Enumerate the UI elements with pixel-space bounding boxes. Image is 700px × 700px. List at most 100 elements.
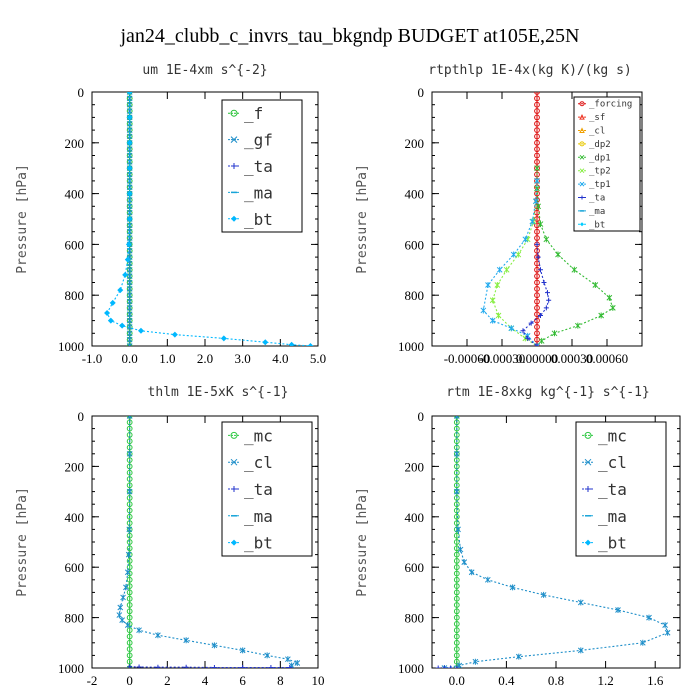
legend-marker xyxy=(580,222,584,227)
legend-label: _ta xyxy=(598,480,627,499)
data-point xyxy=(534,330,540,337)
x-tick-label: 0 xyxy=(126,673,133,688)
series-line-tp1 xyxy=(482,180,538,346)
data-point xyxy=(107,317,114,324)
data-point xyxy=(453,652,460,659)
legend-label: _ma xyxy=(598,507,627,526)
plot-area xyxy=(480,92,616,346)
data-point xyxy=(126,539,133,545)
data-point xyxy=(240,664,246,668)
y-tick-label: 1000 xyxy=(58,661,84,676)
y-tick-label: 600 xyxy=(65,560,85,575)
data-point xyxy=(453,633,460,640)
data-point xyxy=(453,416,460,419)
data-point xyxy=(538,267,543,273)
data-point xyxy=(137,327,144,334)
data-point xyxy=(120,594,126,601)
legend-label: _gf xyxy=(244,131,273,150)
y-tick-label: 200 xyxy=(65,459,85,474)
y-tick-label: 200 xyxy=(405,136,425,151)
series-line-tp2 xyxy=(492,180,538,346)
data-point xyxy=(453,551,460,558)
series-line-ta xyxy=(522,244,550,346)
legend-marker xyxy=(579,154,585,160)
panel-title: thlm 1E-5xK s^{-1} xyxy=(148,385,289,400)
data-point xyxy=(453,583,460,589)
data-point xyxy=(126,292,133,299)
data-point xyxy=(126,545,133,552)
y-tick-label: 200 xyxy=(65,136,85,151)
data-point xyxy=(183,664,189,668)
data-point xyxy=(453,438,460,445)
y-tick-label: 600 xyxy=(405,237,425,252)
data-point xyxy=(126,298,133,305)
y-tick-label: 200 xyxy=(405,459,425,474)
y-tick-label: 400 xyxy=(405,510,425,525)
data-point xyxy=(126,608,133,615)
data-point xyxy=(522,236,529,243)
panel-title: rtm 1E-8xkg kg^{-1} s^{-1} xyxy=(446,385,650,400)
data-point xyxy=(534,95,540,102)
y-tick-label: 1000 xyxy=(398,661,424,676)
legend-label: _ma xyxy=(589,207,605,217)
data-point xyxy=(126,658,133,665)
data-point xyxy=(126,589,133,596)
data-point xyxy=(534,108,540,114)
legend-label: _ta xyxy=(589,194,605,204)
data-point xyxy=(534,285,540,292)
legend-label: _cl xyxy=(589,127,605,137)
legend-marker xyxy=(231,163,237,169)
legend-label: _forcing xyxy=(589,100,632,110)
data-point xyxy=(126,425,133,432)
data-point xyxy=(119,322,126,329)
data-point xyxy=(127,664,133,668)
y-axis-label: Pressure [hPa] xyxy=(355,487,370,597)
legend-marker xyxy=(230,458,238,466)
data-point xyxy=(543,236,550,243)
data-point xyxy=(125,551,132,558)
data-point xyxy=(441,665,447,668)
data-point xyxy=(534,158,540,165)
x-tick-label: 2.0 xyxy=(197,351,213,366)
data-point xyxy=(543,305,549,311)
legend-label: _bt xyxy=(589,220,605,230)
data-point xyxy=(126,139,133,146)
x-tick-label: 0.00000 xyxy=(516,351,558,366)
data-point xyxy=(126,482,133,489)
y-tick-label: 400 xyxy=(65,510,85,525)
data-point xyxy=(104,309,111,316)
data-point xyxy=(574,322,581,329)
data-point xyxy=(126,317,133,324)
data-point xyxy=(126,551,133,558)
legend-marker xyxy=(579,168,585,174)
data-point xyxy=(136,627,142,634)
data-point xyxy=(126,279,133,286)
data-point xyxy=(126,416,133,419)
data-point xyxy=(455,526,461,533)
data-point xyxy=(515,251,522,258)
data-point xyxy=(453,614,460,621)
data-point xyxy=(126,576,133,583)
data-point xyxy=(453,646,460,652)
x-tick-label: 5.0 xyxy=(310,351,326,366)
legend-label: _bt xyxy=(244,210,273,229)
y-axis-label: Pressure [hPa] xyxy=(15,487,30,597)
data-point xyxy=(453,425,460,432)
y-tick-label: 800 xyxy=(65,611,85,626)
data-point xyxy=(126,336,133,343)
y-tick-label: 0 xyxy=(418,409,425,424)
data-point xyxy=(541,280,547,285)
data-point xyxy=(538,313,543,319)
data-point xyxy=(534,165,540,172)
data-point xyxy=(448,665,454,668)
data-point xyxy=(639,639,646,646)
legend-marker xyxy=(584,431,592,439)
data-point xyxy=(510,251,517,258)
legend-marker xyxy=(579,127,585,133)
legend-marker xyxy=(230,136,238,143)
x-tick-label: 0.00060 xyxy=(586,351,628,366)
data-point xyxy=(307,343,314,346)
data-point xyxy=(664,629,671,636)
data-point xyxy=(456,662,463,668)
